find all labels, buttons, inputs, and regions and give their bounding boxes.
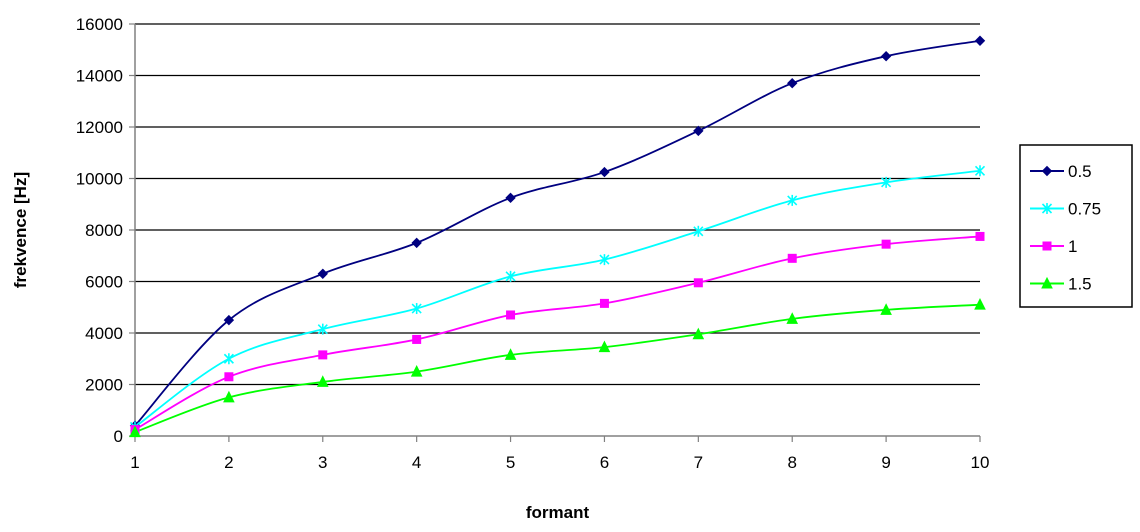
y-tick-label: 2000	[85, 376, 123, 395]
legend-label: 1	[1068, 237, 1077, 256]
x-tick-label: 3	[318, 453, 327, 472]
x-tick-label: 9	[881, 453, 890, 472]
data-point-0-5	[974, 35, 986, 46]
data-point-1-5	[974, 298, 986, 310]
x-tick-label: 5	[506, 453, 515, 472]
data-point-1	[881, 239, 891, 249]
data-point-1	[318, 350, 328, 360]
y-tick-label: 8000	[85, 221, 123, 240]
data-point-1-5	[504, 348, 517, 360]
legend: 0.5 0.75 1 1.5	[1019, 144, 1133, 308]
data-point-1-5	[786, 312, 799, 324]
y-tick-label: 14000	[76, 67, 123, 86]
legend-label: 0.75	[1068, 200, 1101, 219]
x-tick-label: 7	[694, 453, 703, 472]
data-point-0-5	[411, 237, 422, 249]
y-tick-label: 6000	[85, 273, 123, 292]
data-point-0-75	[693, 225, 704, 237]
series-line-0-75	[134, 169, 981, 428]
legend-marker	[1041, 276, 1053, 289]
series-line-0-5	[134, 39, 981, 427]
x-tick-label: 4	[412, 453, 421, 472]
y-tick-label: 16000	[76, 15, 123, 34]
data-point-0-75	[599, 254, 610, 266]
data-point-0-5	[880, 50, 892, 62]
data-point-1-5	[410, 365, 423, 377]
x-tick-label: 8	[787, 453, 796, 472]
data-point-1-5	[129, 425, 141, 438]
data-point-1-5	[880, 303, 892, 315]
legend-item: 0.5	[1030, 162, 1092, 181]
data-point-1	[693, 278, 703, 288]
x-tick-label: 2	[224, 453, 233, 472]
gridlines	[135, 23, 980, 386]
y-axis-title: frekvence [Hz]	[11, 172, 30, 288]
data-point-1	[975, 231, 985, 241]
data-point-1	[412, 334, 422, 344]
y-tick-label: 12000	[76, 118, 123, 137]
data-point-0-75	[505, 270, 516, 282]
data-point-1-5	[598, 340, 611, 353]
data-point-0-75	[881, 176, 892, 188]
data-point-0-5	[317, 268, 328, 279]
data-point-1	[599, 298, 609, 308]
data-point-1	[224, 372, 234, 382]
x-tick-label: 6	[600, 453, 609, 472]
x-tick-label: 10	[971, 453, 990, 472]
data-point-0-75	[317, 323, 328, 335]
data-point-0-75	[787, 194, 798, 206]
y-tick-label: 4000	[85, 324, 123, 343]
series-line-1-5	[134, 303, 981, 433]
data-point-0-75	[974, 165, 986, 177]
data-point-0-5	[223, 314, 235, 326]
axes	[129, 23, 981, 442]
legend-marker	[1041, 165, 1053, 177]
tick-labels: 0 2000 4000 6000 8000 10000 12000 14000 16000 1 2 3…	[76, 15, 990, 472]
legend-marker	[1041, 203, 1053, 214]
legend-item: 1	[1030, 237, 1077, 256]
data-point-1	[506, 310, 516, 320]
series-line-1	[134, 235, 981, 431]
y-tick-label: 0	[114, 427, 123, 446]
series-lines	[134, 39, 981, 433]
data-point-0-5	[693, 125, 704, 137]
legend-label: 0.5	[1068, 162, 1092, 181]
data-point-1-5	[692, 327, 705, 340]
data-point-0-5	[599, 166, 610, 178]
series-markers	[129, 35, 986, 438]
data-point-1-5	[223, 390, 235, 403]
x-tick-label: 1	[130, 453, 139, 472]
legend-item: 0.75	[1030, 200, 1101, 219]
data-point-0-75	[411, 303, 422, 315]
legend-item: 1.5	[1030, 275, 1092, 294]
legend-label: 1.5	[1068, 275, 1092, 294]
data-point-1	[787, 253, 797, 263]
x-axis-title: formant	[526, 503, 590, 522]
data-point-0-5	[787, 78, 798, 89]
data-point-0-5	[505, 192, 516, 204]
legend-marker	[1042, 241, 1052, 251]
y-tick-label: 10000	[76, 170, 123, 189]
data-point-1-5	[316, 375, 329, 387]
data-point-0-75	[223, 353, 234, 365]
